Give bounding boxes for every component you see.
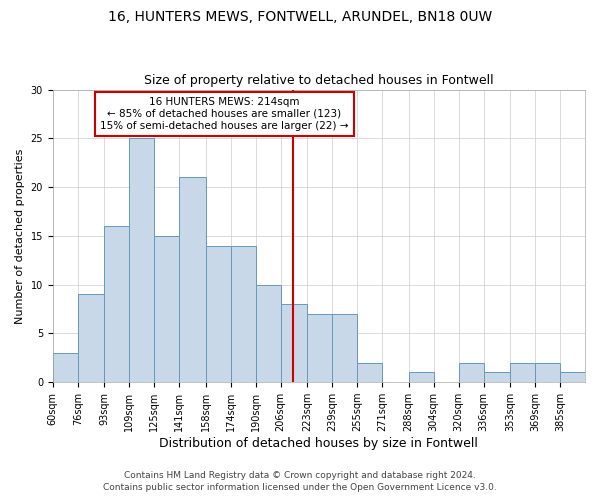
Bar <box>256 284 281 382</box>
Bar <box>458 362 484 382</box>
Bar <box>104 226 129 382</box>
Bar <box>154 236 179 382</box>
Text: 16 HUNTERS MEWS: 214sqm
← 85% of detached houses are smaller (123)
15% of semi-d: 16 HUNTERS MEWS: 214sqm ← 85% of detache… <box>100 98 349 130</box>
Bar <box>231 246 256 382</box>
Bar <box>510 362 535 382</box>
Bar <box>53 353 78 382</box>
Text: Contains HM Land Registry data © Crown copyright and database right 2024.
Contai: Contains HM Land Registry data © Crown c… <box>103 471 497 492</box>
Bar <box>179 178 206 382</box>
Title: Size of property relative to detached houses in Fontwell: Size of property relative to detached ho… <box>144 74 494 87</box>
Bar <box>129 138 154 382</box>
Text: 16, HUNTERS MEWS, FONTWELL, ARUNDEL, BN18 0UW: 16, HUNTERS MEWS, FONTWELL, ARUNDEL, BN1… <box>108 10 492 24</box>
Bar <box>484 372 510 382</box>
Bar <box>535 362 560 382</box>
Bar <box>78 294 104 382</box>
Bar <box>560 372 585 382</box>
Bar <box>307 314 332 382</box>
Bar <box>332 314 357 382</box>
Bar <box>409 372 434 382</box>
Bar <box>281 304 307 382</box>
X-axis label: Distribution of detached houses by size in Fontwell: Distribution of detached houses by size … <box>160 437 478 450</box>
Bar <box>206 246 231 382</box>
Bar <box>357 362 382 382</box>
Y-axis label: Number of detached properties: Number of detached properties <box>15 148 25 324</box>
